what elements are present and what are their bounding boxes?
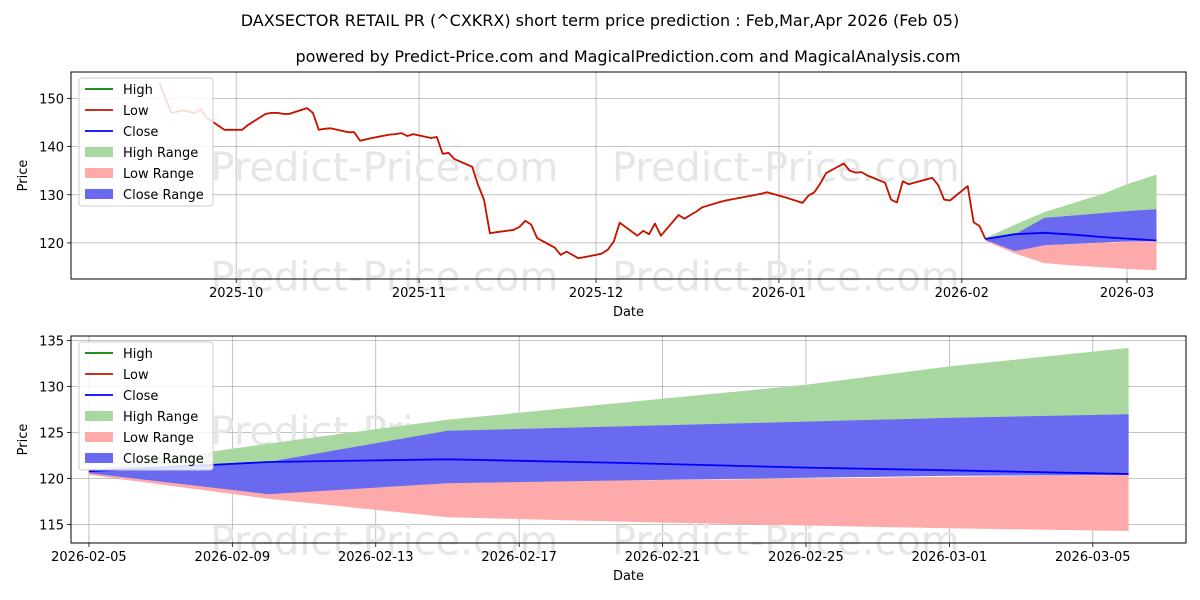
y-axis-label: Price (16, 424, 31, 456)
legend-label: Close (123, 389, 158, 404)
y-tick-label: 130 (39, 189, 64, 204)
x-tick-label: 2026-02 (935, 286, 989, 301)
x-tick-label: 2026-02-21 (625, 550, 701, 565)
legend-label: Close (123, 125, 158, 140)
x-tick-label: 2026-02-09 (195, 550, 271, 565)
legend-swatch-patch (85, 189, 113, 199)
x-tick-label: 2026-02-25 (768, 550, 844, 565)
top-chart-panel: Predict-Price.com Predict-Price.com Predic… (16, 71, 1187, 320)
legend-label: Close Range (123, 452, 204, 467)
close-forecast-line (985, 231, 1157, 242)
watermark-text: Predict-Price.com (210, 255, 558, 301)
watermark-text: Predict-Price.com (210, 145, 558, 191)
legend-swatch-patch (85, 147, 113, 157)
legend-label: Close Range (123, 188, 204, 203)
x-tick-label: 2025-12 (569, 286, 623, 301)
low-series-line (158, 82, 987, 260)
legend-label: Low Range (123, 431, 194, 446)
chart-title: DAXSECTOR RETAIL PR (^CXKRX) short term … (241, 11, 959, 30)
y-axis-label: Price (16, 160, 31, 192)
legend-label: Low (123, 104, 149, 119)
x-tick-label: 2026-02-17 (481, 550, 557, 565)
watermark-text: Predict-Price.com (612, 255, 960, 301)
y-tick-label: 130 (39, 381, 64, 396)
legend-label: Low Range (123, 167, 194, 182)
y-tick-label: 140 (39, 141, 64, 156)
legend-label: Low (123, 368, 149, 383)
legend-swatch-patch (85, 453, 113, 463)
x-tick-label: 2026-03 (1100, 286, 1154, 301)
x-axis-label: Date (613, 305, 644, 320)
x-tick-label: 2026-03-01 (912, 550, 988, 565)
close-range-band (88, 414, 1129, 495)
x-tick-label: 2025-11 (392, 286, 446, 301)
x-tick-label: 2026-01 (752, 286, 806, 301)
watermark-text: Predict-Price.com (210, 519, 558, 565)
y-tick-label: 115 (39, 519, 64, 534)
x-axis-label: Date (613, 569, 644, 584)
x-tick-label: 2026-03-05 (1055, 550, 1131, 565)
legend-label: High (123, 347, 153, 362)
legend-label: High (123, 83, 153, 98)
legend-swatch-patch (85, 411, 113, 421)
legend: High Low Close High Range Low Range Close Ran… (78, 341, 214, 471)
axes-frame (70, 71, 1187, 280)
y-tick-label: 120 (39, 237, 64, 252)
chart-subtitle: powered by Predict-Price.com and Magical… (295, 47, 960, 66)
legend-label: High Range (123, 146, 198, 161)
close-range-band (985, 209, 1157, 252)
legend-label: High Range (123, 410, 198, 425)
axes-frame (70, 335, 1187, 544)
legend-swatch-patch (85, 168, 113, 178)
bottom-chart-panel: Predict-Price.comPredict-Price.comPredic… (16, 335, 1187, 584)
y-tick-label: 120 (39, 473, 64, 488)
x-tick-label: 2026-02-05 (51, 550, 127, 565)
watermark: Predict-Price.com Predict-Price.com Predic… (210, 145, 959, 301)
legend-swatch-patch (85, 432, 113, 442)
y-tick-label: 135 (39, 335, 64, 350)
y-tick-label: 150 (39, 92, 64, 107)
x-tick-label: 2026-02-13 (338, 550, 414, 565)
y-tick-label: 125 (39, 427, 64, 442)
close-forecast-line (88, 458, 1129, 475)
legend: High Low Close High Range Low Range Close Ran… (78, 77, 214, 207)
x-tick-label: 2025-10 (209, 286, 263, 301)
